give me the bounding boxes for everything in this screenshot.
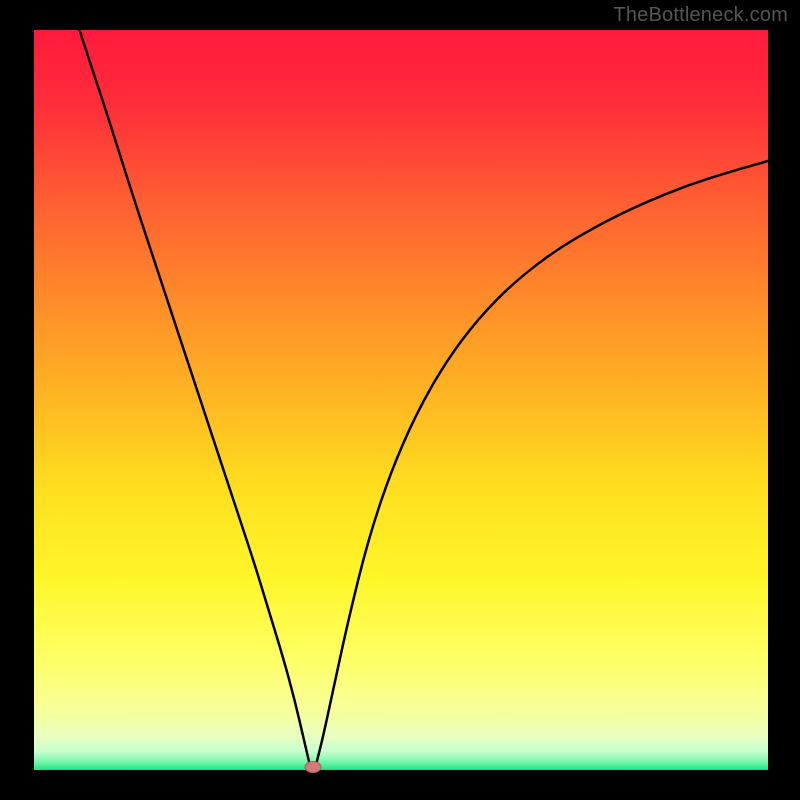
watermark-text: TheBottleneck.com [613, 4, 788, 27]
minimum-marker [304, 761, 321, 773]
curve-left-branch [80, 30, 310, 763]
chart-curve-layer [34, 30, 768, 770]
curve-right-branch [317, 161, 768, 763]
chart-plot-area [34, 30, 768, 770]
